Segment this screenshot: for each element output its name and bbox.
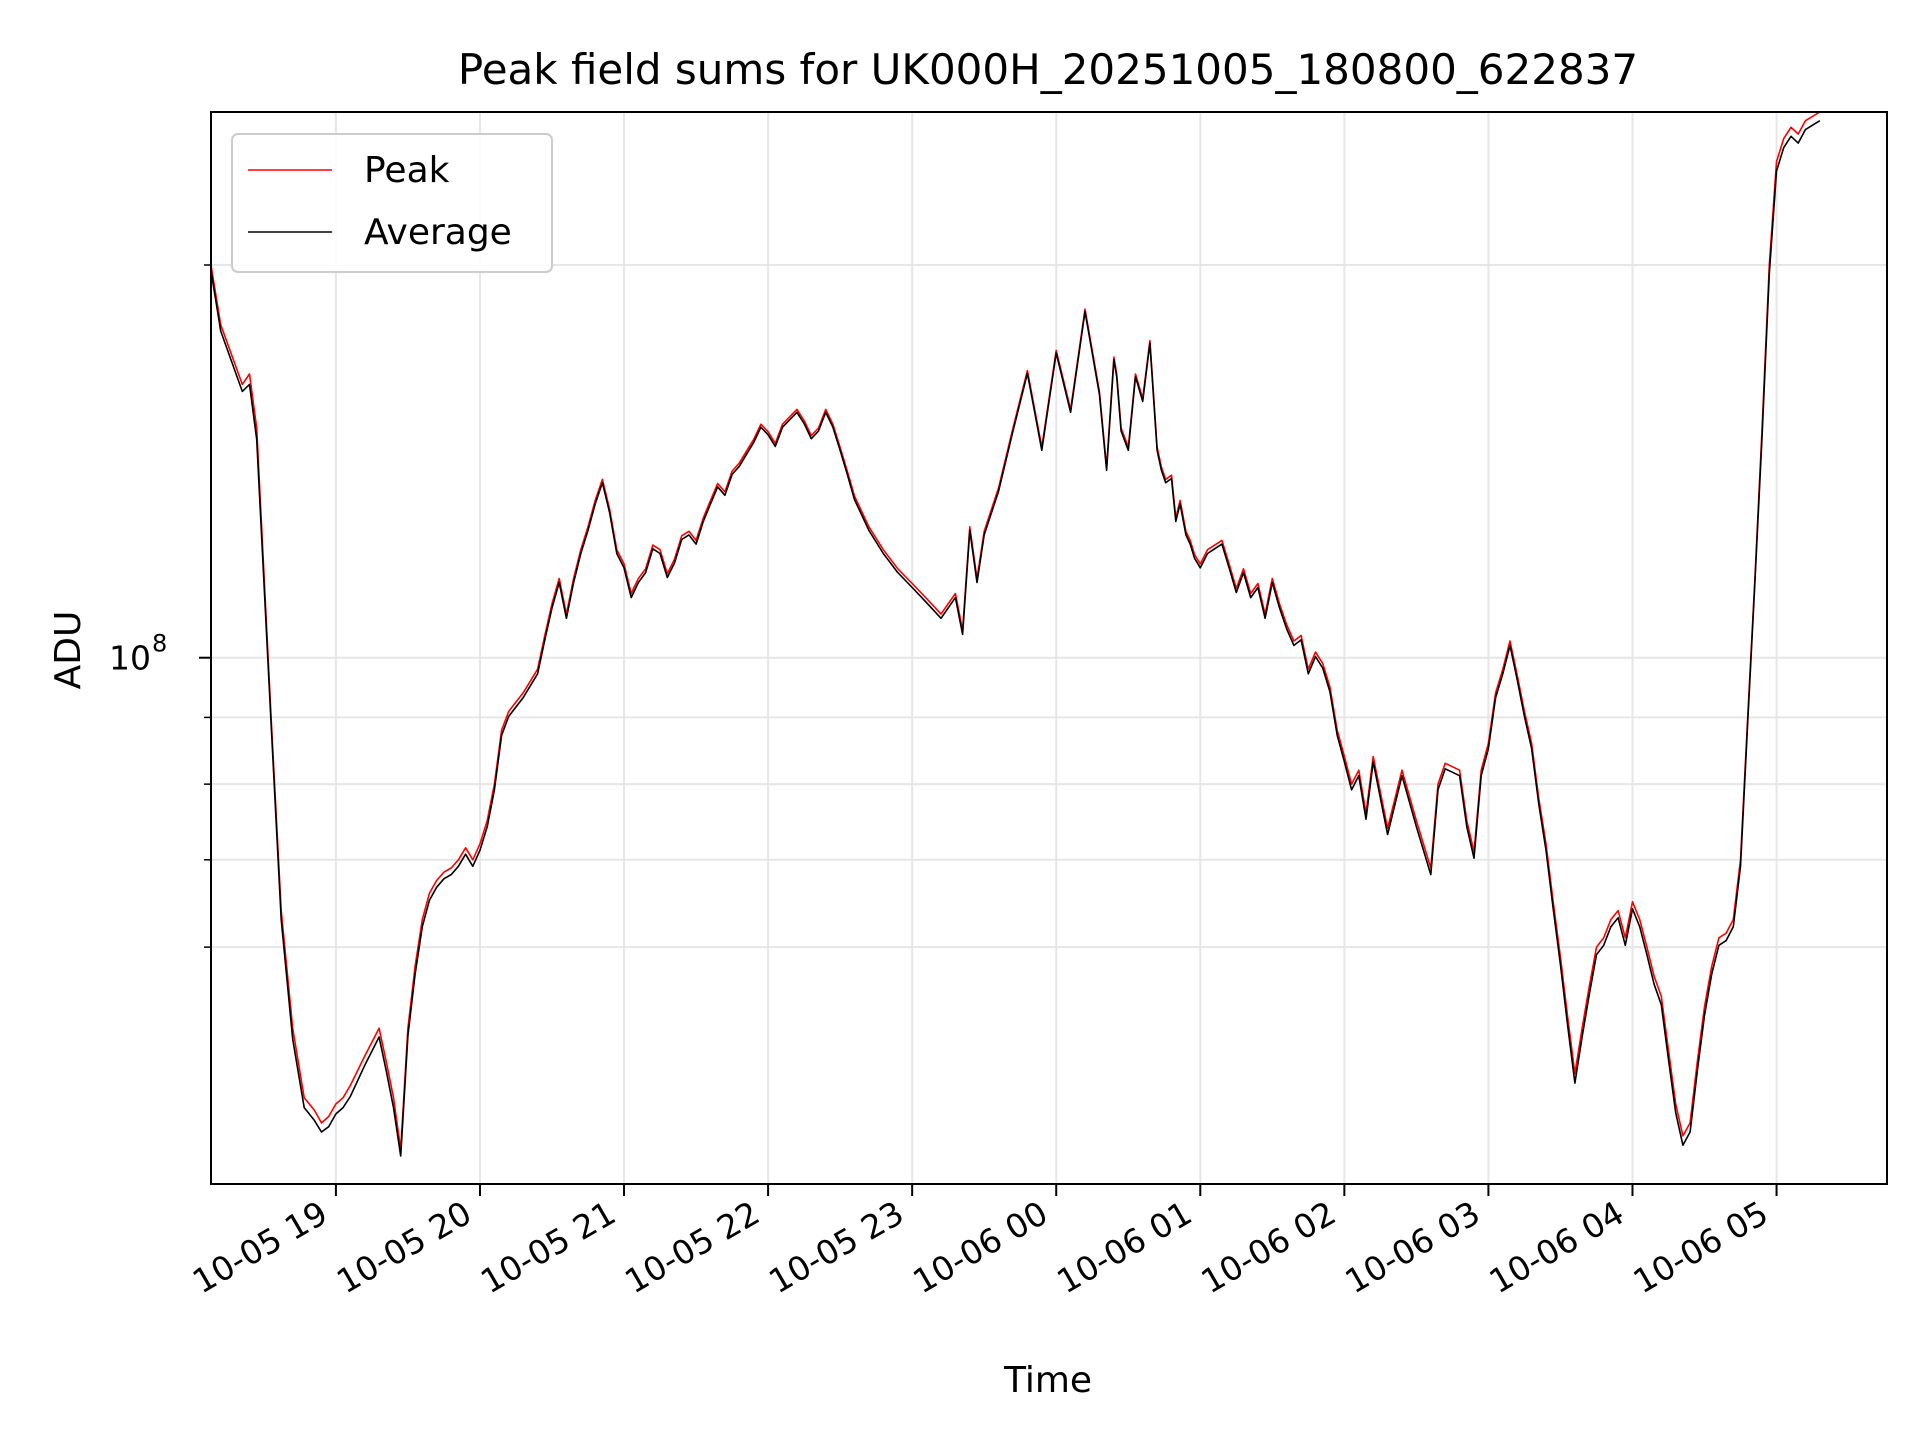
legend: Peak Average — [231, 133, 553, 273]
legend-average-label: Average — [364, 212, 512, 253]
series-lines — [210, 111, 1821, 1157]
grid — [211, 112, 1887, 1184]
chart-title: Peak field sums for UK000H_20251005_1808… — [458, 45, 1638, 94]
plot-frame — [210, 111, 1888, 1185]
legend-box — [231, 133, 553, 273]
y-axis-label: ADU — [48, 611, 89, 690]
y-tick-label-base: 10 — [109, 639, 151, 678]
series-line-average — [210, 120, 1821, 1157]
x-axis-label: Time — [1003, 1360, 1092, 1401]
legend-peak-label: Peak — [364, 150, 450, 191]
y-tick-label-exponent: 8 — [152, 630, 167, 658]
